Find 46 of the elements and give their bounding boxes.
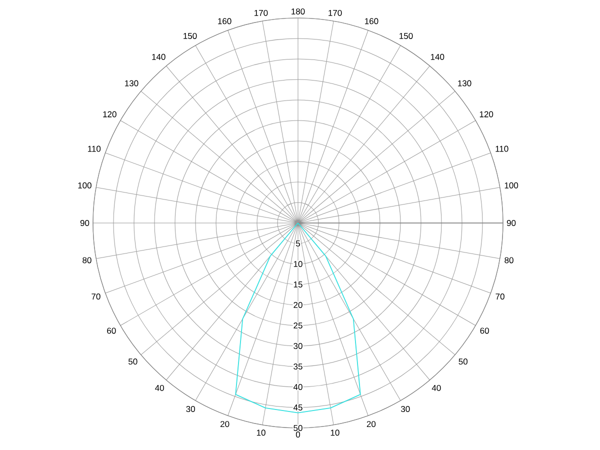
- y-tick-label: 10: [294, 261, 302, 268]
- spoke-label: 60: [107, 328, 116, 334]
- y-tick-label: 5: [296, 240, 300, 246]
- y-tick-label: 20: [294, 302, 302, 308]
- spoke-label: 90: [506, 220, 516, 226]
- spoke-label: 40: [432, 384, 441, 391]
- spoke-label: 10: [330, 430, 340, 436]
- spoke-label: 90: [80, 220, 90, 226]
- y-tick-label: 15: [294, 282, 302, 288]
- spoke-label: 130: [458, 80, 472, 86]
- spoke-label: 120: [480, 111, 494, 118]
- y-tick-label: 25: [294, 322, 302, 329]
- spoke-label: 170: [328, 10, 342, 16]
- spoke-label: 160: [365, 18, 378, 24]
- spoke-label: 170: [254, 10, 268, 16]
- spoke-label: 30: [401, 406, 410, 412]
- spoke-label: 180: [292, 8, 305, 14]
- spoke-label: 140: [430, 54, 444, 60]
- spoke-label: 20: [366, 421, 376, 428]
- spoke-label: 120: [103, 111, 116, 118]
- spoke-label: 150: [400, 32, 413, 39]
- spoke-label: 30: [186, 406, 195, 412]
- spoke-label: 40: [155, 384, 164, 391]
- spoke-label: 110: [88, 146, 101, 152]
- spoke-label: 100: [504, 182, 518, 188]
- y-tick-label: 40: [293, 384, 302, 390]
- spoke-label: 80: [82, 257, 92, 264]
- spoke-label: 80: [504, 257, 514, 264]
- spoke-label: 70: [92, 294, 100, 300]
- spoke-label: 130: [125, 80, 138, 86]
- spoke-label: 150: [184, 32, 197, 39]
- y-tick-label: 50: [294, 425, 302, 432]
- spoke-label: 20: [220, 421, 230, 428]
- spoke-label: 50: [458, 358, 468, 365]
- y-tick-label: 35: [294, 364, 302, 370]
- spoke-label: 110: [496, 146, 508, 152]
- y-tick-label: 30: [294, 343, 302, 350]
- spoke-label: 160: [218, 18, 232, 24]
- spoke-label: 70: [496, 294, 504, 300]
- spoke-label: 60: [480, 328, 489, 334]
- spoke-label: 10: [256, 430, 266, 436]
- spoke-label: 140: [152, 54, 166, 60]
- spoke-label: 100: [78, 182, 92, 188]
- spoke-label: 50: [128, 358, 138, 365]
- spoke-label: 0: [296, 432, 300, 438]
- y-tick-label: 45: [293, 404, 302, 410]
